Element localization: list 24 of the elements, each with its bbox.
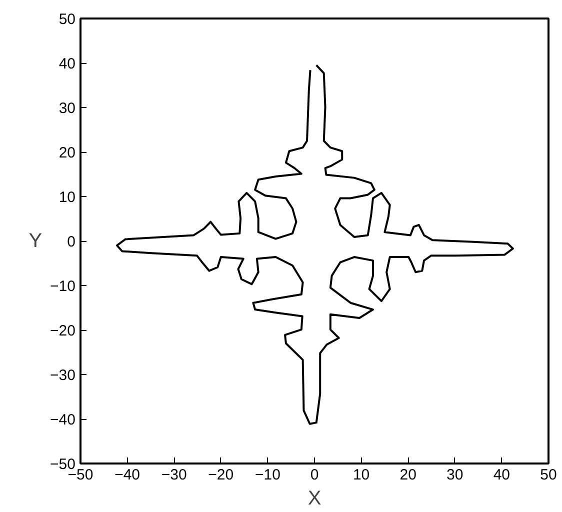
x-tick-label: 20 xyxy=(400,466,416,484)
y-tick-label: 50 xyxy=(58,11,76,28)
x-tick-label: −40 xyxy=(114,466,140,484)
x-tick-label: 50 xyxy=(540,466,557,484)
line-series xyxy=(116,64,514,425)
x-tick-label: 0 xyxy=(310,466,319,484)
y-tick-label: −40 xyxy=(50,412,76,428)
x-tick-label: 30 xyxy=(446,466,464,484)
y-tick-label: 0 xyxy=(67,234,76,250)
x-tick-label: −30 xyxy=(161,466,187,484)
x-axis-title: X xyxy=(308,488,322,510)
x-tick-label: −20 xyxy=(208,466,234,484)
y-tick-label: 20 xyxy=(58,144,76,162)
x-tick-label: 40 xyxy=(493,466,510,484)
y-tick-label: 10 xyxy=(58,189,76,206)
y-tick-label: 40 xyxy=(58,56,76,72)
y-tick-label: −30 xyxy=(50,367,76,384)
x-tick-label: 10 xyxy=(352,466,370,484)
y-tick-label: −10 xyxy=(50,278,76,295)
y-tick-label: 30 xyxy=(58,100,76,117)
y-tick-label: −50 xyxy=(50,456,76,473)
y-tick-label: −20 xyxy=(50,322,76,340)
x-tick-label: −10 xyxy=(254,466,280,484)
y-axis-title: Y xyxy=(28,230,42,252)
